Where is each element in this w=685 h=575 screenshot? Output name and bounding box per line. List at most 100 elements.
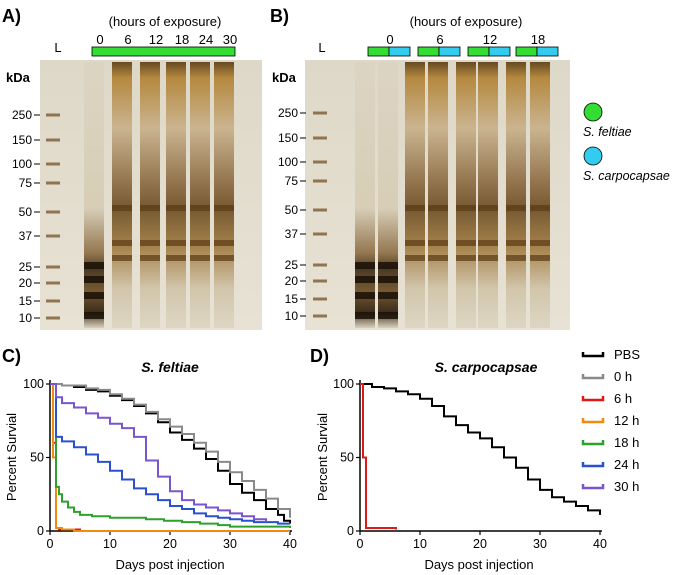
panel-d-title: S. carpocapsae (435, 359, 538, 375)
panel-c-series (50, 383, 291, 532)
gel-band (405, 205, 425, 211)
gel-band (190, 205, 210, 211)
gel-band (506, 205, 526, 211)
series-0h (50, 383, 291, 518)
panel-a: A) (hours of exposure) L kDa 0 6 12 18 24 30 … (2, 6, 262, 330)
gel-band (478, 255, 498, 261)
legend-label-6h: 6 h (614, 391, 632, 406)
gel-lane (190, 62, 210, 328)
kda-mark-150: 150 (278, 131, 298, 145)
gel-band (378, 276, 398, 283)
panel-d-xlabel: Days post injection (424, 557, 533, 572)
panel-d-label: D) (310, 346, 329, 366)
gel-band (478, 240, 498, 246)
gel-band (530, 255, 550, 261)
gel-band (84, 292, 104, 299)
panel-a-hour-6: 6 (124, 32, 131, 47)
gel-band (84, 312, 104, 319)
y-tick-label-50: 50 (30, 451, 44, 465)
gel-band (355, 312, 375, 319)
x-tick-label-30: 30 (223, 537, 237, 551)
kda-mark-100: 100 (12, 157, 32, 171)
feltiae-lane-bar (367, 46, 390, 57)
feltiae-legend-dot (583, 102, 603, 122)
gel-band (84, 276, 104, 283)
y-tick-label-0: 0 (37, 524, 44, 538)
gel-lane (456, 62, 476, 328)
panel-b-hour-18: 18 (531, 32, 545, 47)
gel-band (112, 255, 132, 261)
x-tick-label-10: 10 (413, 537, 427, 551)
panel-a-hour-12: 12 (149, 32, 163, 47)
panel-b-ladder-label: L (318, 40, 325, 55)
ladder-band (46, 281, 60, 285)
gel-band (428, 255, 448, 261)
kda-mark-25: 25 (19, 260, 33, 274)
gel-band (84, 262, 104, 269)
gel-lane (140, 62, 160, 328)
gel-band (112, 240, 132, 246)
panel-b-species-bars (367, 46, 559, 57)
legend-swatch (581, 440, 605, 446)
kda-mark-100: 100 (278, 155, 298, 169)
panel-c-title: S. feltiae (141, 359, 199, 375)
x-tick-label-0: 0 (357, 537, 364, 551)
kda-mark-37: 37 (19, 229, 33, 243)
kda-mark-15: 15 (19, 294, 33, 308)
legend-label-12h: 12 h (614, 413, 639, 428)
y-tick-label-0: 0 (347, 524, 354, 538)
panel-a-kda-marks: 250 150 100 75 50 37 25 20 15 10 (12, 108, 40, 325)
gel-band (140, 240, 160, 246)
gel-band (190, 255, 210, 261)
legend-label-30h: 30 h (614, 479, 639, 494)
line-legend: PBS 0 h 6 h 12 h 18 h 24 h 30 h (581, 347, 640, 494)
feltiae-legend-label: S. feltiae (583, 125, 632, 139)
series-pbs (360, 383, 601, 515)
series-6h (360, 383, 397, 530)
kda-mark-50: 50 (285, 203, 299, 217)
x-tick-label-20: 20 (163, 537, 177, 551)
feltiae-lane-bar (417, 46, 440, 57)
x-tick-label-40: 40 (283, 537, 297, 551)
panel-b-lanes (313, 62, 550, 328)
gel-band (378, 262, 398, 269)
panel-d-chart: D) S. carpocapsae Percent Survial Days p… (310, 346, 607, 572)
ladder-band (313, 297, 327, 301)
carpocapsae-legend-dot (583, 146, 603, 166)
gel-lane (112, 62, 132, 328)
panel-b-hour-labels: 0 6 12 18 (386, 32, 545, 47)
ladder-band (46, 113, 60, 117)
gel-band (428, 205, 448, 211)
panel-a-ladder-label: L (54, 40, 61, 55)
gel-band (214, 240, 234, 246)
panel-a-header: (hours of exposure) (109, 14, 222, 29)
gel-lane (428, 62, 448, 328)
gel-band (190, 240, 210, 246)
gel-band (140, 255, 160, 261)
ladder-band (313, 111, 327, 115)
gel-band (428, 240, 448, 246)
panel-a-hour-18: 18 (175, 32, 189, 47)
gel-band (456, 205, 476, 211)
ladder-band (46, 234, 60, 238)
gel-band (355, 276, 375, 283)
ladder-band (46, 299, 60, 303)
ladder-band (46, 316, 60, 320)
ladder-band (46, 210, 60, 214)
panel-b-hour-6: 6 (436, 32, 443, 47)
legend-swatch (581, 352, 605, 358)
series-12h (50, 383, 290, 532)
ladder-band (313, 263, 327, 267)
legend-swatch (581, 374, 605, 380)
panel-b-header: (hours of exposure) (410, 14, 523, 29)
gel-lane (166, 62, 186, 328)
legend-label-pbs: PBS (614, 347, 640, 362)
ladder-band (46, 138, 60, 142)
y-tick-label-100: 100 (333, 377, 354, 391)
gel-band (506, 240, 526, 246)
series-24h (50, 383, 290, 525)
gel-lane (405, 62, 425, 328)
panel-a-kda-label: kDa (6, 70, 31, 85)
x-tick-label-20: 20 (473, 537, 487, 551)
